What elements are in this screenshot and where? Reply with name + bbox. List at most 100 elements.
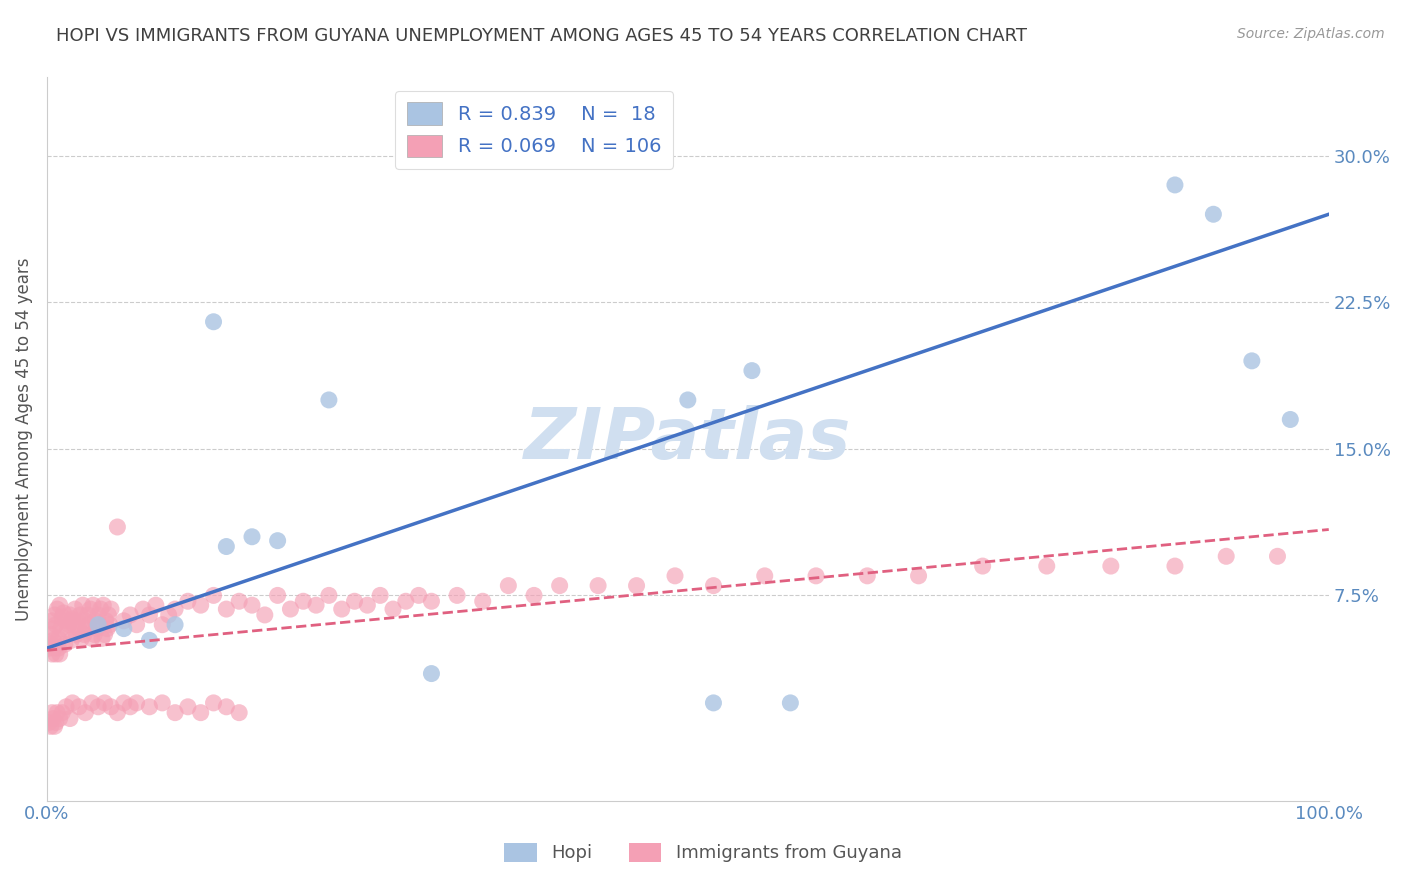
Point: [39, 627, 62, 641]
Point: [67, 622, 90, 636]
Point: [586, 579, 609, 593]
Point: [77, 617, 100, 632]
Point: [59, 607, 82, 622]
Point: [44, 607, 66, 622]
Point: [395, 594, 418, 608]
Point: [70, 632, 93, 646]
Point: [55, 614, 77, 628]
Point: [804, 569, 827, 583]
Point: [91, 632, 114, 646]
Point: [46, 602, 69, 616]
Point: [87, 699, 110, 714]
Point: [420, 666, 443, 681]
Point: [90, 602, 112, 616]
Point: [62, 617, 84, 632]
Point: [1267, 549, 1289, 564]
Point: [86, 622, 108, 636]
Point: [83, 627, 105, 641]
Point: [1164, 559, 1187, 574]
Point: [41, 706, 63, 720]
Point: [100, 602, 122, 616]
Point: [120, 699, 142, 714]
Point: [105, 706, 128, 720]
Point: [215, 602, 238, 616]
Point: [125, 696, 148, 710]
Point: [318, 392, 340, 407]
Point: [382, 602, 405, 616]
Point: [471, 594, 494, 608]
Point: [45, 715, 67, 730]
Point: [548, 579, 571, 593]
Point: [343, 594, 366, 608]
Point: [72, 598, 94, 612]
Point: [49, 622, 72, 636]
Point: [62, 696, 84, 710]
Point: [138, 699, 160, 714]
Point: [48, 632, 70, 646]
Point: [157, 607, 180, 622]
Point: [53, 637, 76, 651]
Point: [48, 641, 70, 656]
Point: [93, 627, 115, 641]
Point: [498, 579, 520, 593]
Point: [80, 696, 103, 710]
Point: [82, 598, 104, 612]
Point: [100, 699, 122, 714]
Point: [96, 622, 118, 636]
Point: [38, 715, 60, 730]
Point: [48, 712, 70, 726]
Point: [76, 622, 98, 636]
Point: [42, 712, 65, 726]
Point: [907, 569, 929, 583]
Point: [112, 614, 135, 628]
Point: [150, 696, 173, 710]
Point: [1202, 207, 1225, 221]
Point: [228, 594, 250, 608]
Point: [48, 647, 70, 661]
Point: [67, 699, 90, 714]
Point: [63, 602, 86, 616]
Point: [165, 706, 187, 720]
Legend: R = 0.839    N =  18, R = 0.069    N = 106: R = 0.839 N = 18, R = 0.069 N = 106: [395, 91, 672, 169]
Point: [39, 637, 62, 651]
Point: [190, 598, 212, 612]
Point: [1164, 178, 1187, 192]
Point: [1099, 559, 1122, 574]
Point: [368, 588, 391, 602]
Point: [58, 617, 80, 632]
Point: [52, 606, 75, 620]
Point: [1035, 559, 1057, 574]
Point: [150, 617, 173, 632]
Point: [202, 696, 225, 710]
Point: [98, 617, 121, 632]
Point: [215, 540, 238, 554]
Point: [87, 607, 110, 622]
Point: [754, 569, 776, 583]
Point: [266, 533, 288, 548]
Point: [51, 610, 73, 624]
Point: [80, 632, 103, 646]
Point: [69, 607, 91, 622]
Legend: Hopi, Immigrants from Guyana: Hopi, Immigrants from Guyana: [498, 836, 908, 870]
Point: [105, 520, 128, 534]
Point: [202, 315, 225, 329]
Point: [56, 624, 79, 638]
Point: [46, 706, 69, 720]
Point: [292, 594, 315, 608]
Point: [59, 712, 82, 726]
Point: [79, 602, 101, 616]
Point: [94, 614, 117, 628]
Point: [408, 588, 430, 602]
Point: [305, 598, 328, 612]
Point: [125, 617, 148, 632]
Point: [330, 602, 353, 616]
Point: [240, 530, 263, 544]
Point: [42, 622, 65, 636]
Point: [93, 696, 115, 710]
Point: [446, 588, 468, 602]
Point: [523, 588, 546, 602]
Point: [51, 706, 73, 720]
Point: [215, 699, 238, 714]
Y-axis label: Unemployment Among Ages 45 to 54 years: Unemployment Among Ages 45 to 54 years: [15, 257, 32, 621]
Point: [177, 699, 200, 714]
